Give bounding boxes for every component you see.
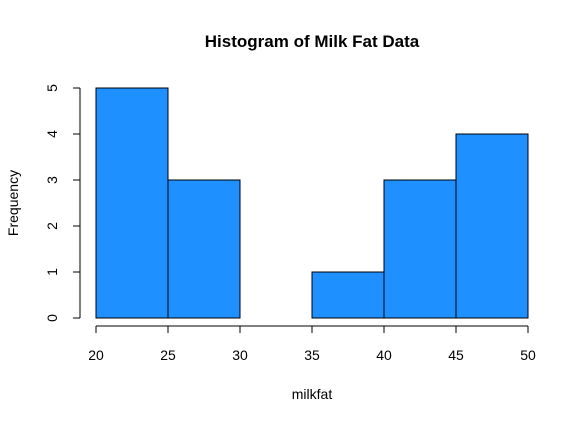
histogram-bar-6	[455, 133, 529, 319]
x-axis: 20 25 30 35 40 45 50	[88, 325, 536, 363]
y-tick-label: 5	[44, 84, 60, 92]
x-tick-label: 35	[304, 347, 320, 363]
x-tick-label: 25	[160, 347, 176, 363]
x-tick-label: 30	[232, 347, 248, 363]
histogram-bar-1	[95, 87, 169, 319]
bars-group	[95, 87, 529, 319]
y-tick-label: 1	[44, 268, 60, 276]
x-tick-label: 20	[88, 347, 104, 363]
y-tick-label: 2	[44, 222, 60, 230]
y-tick-label: 3	[44, 176, 60, 184]
y-axis-label: Frequency	[5, 170, 21, 236]
histogram-bar-5	[383, 179, 457, 319]
x-tick-label: 50	[520, 347, 536, 363]
histogram-bar-2	[167, 179, 241, 319]
y-tick-label: 0	[44, 314, 60, 322]
chart-title: Histogram of Milk Fat Data	[205, 32, 420, 51]
x-axis-label: milkfat	[292, 386, 333, 402]
x-tick-label: 45	[448, 347, 464, 363]
histogram-bar-4	[311, 271, 385, 319]
y-tick-label: 4	[44, 130, 60, 138]
x-tick-label: 40	[376, 347, 392, 363]
y-axis: 0 1 2 3 4 5	[44, 84, 81, 322]
